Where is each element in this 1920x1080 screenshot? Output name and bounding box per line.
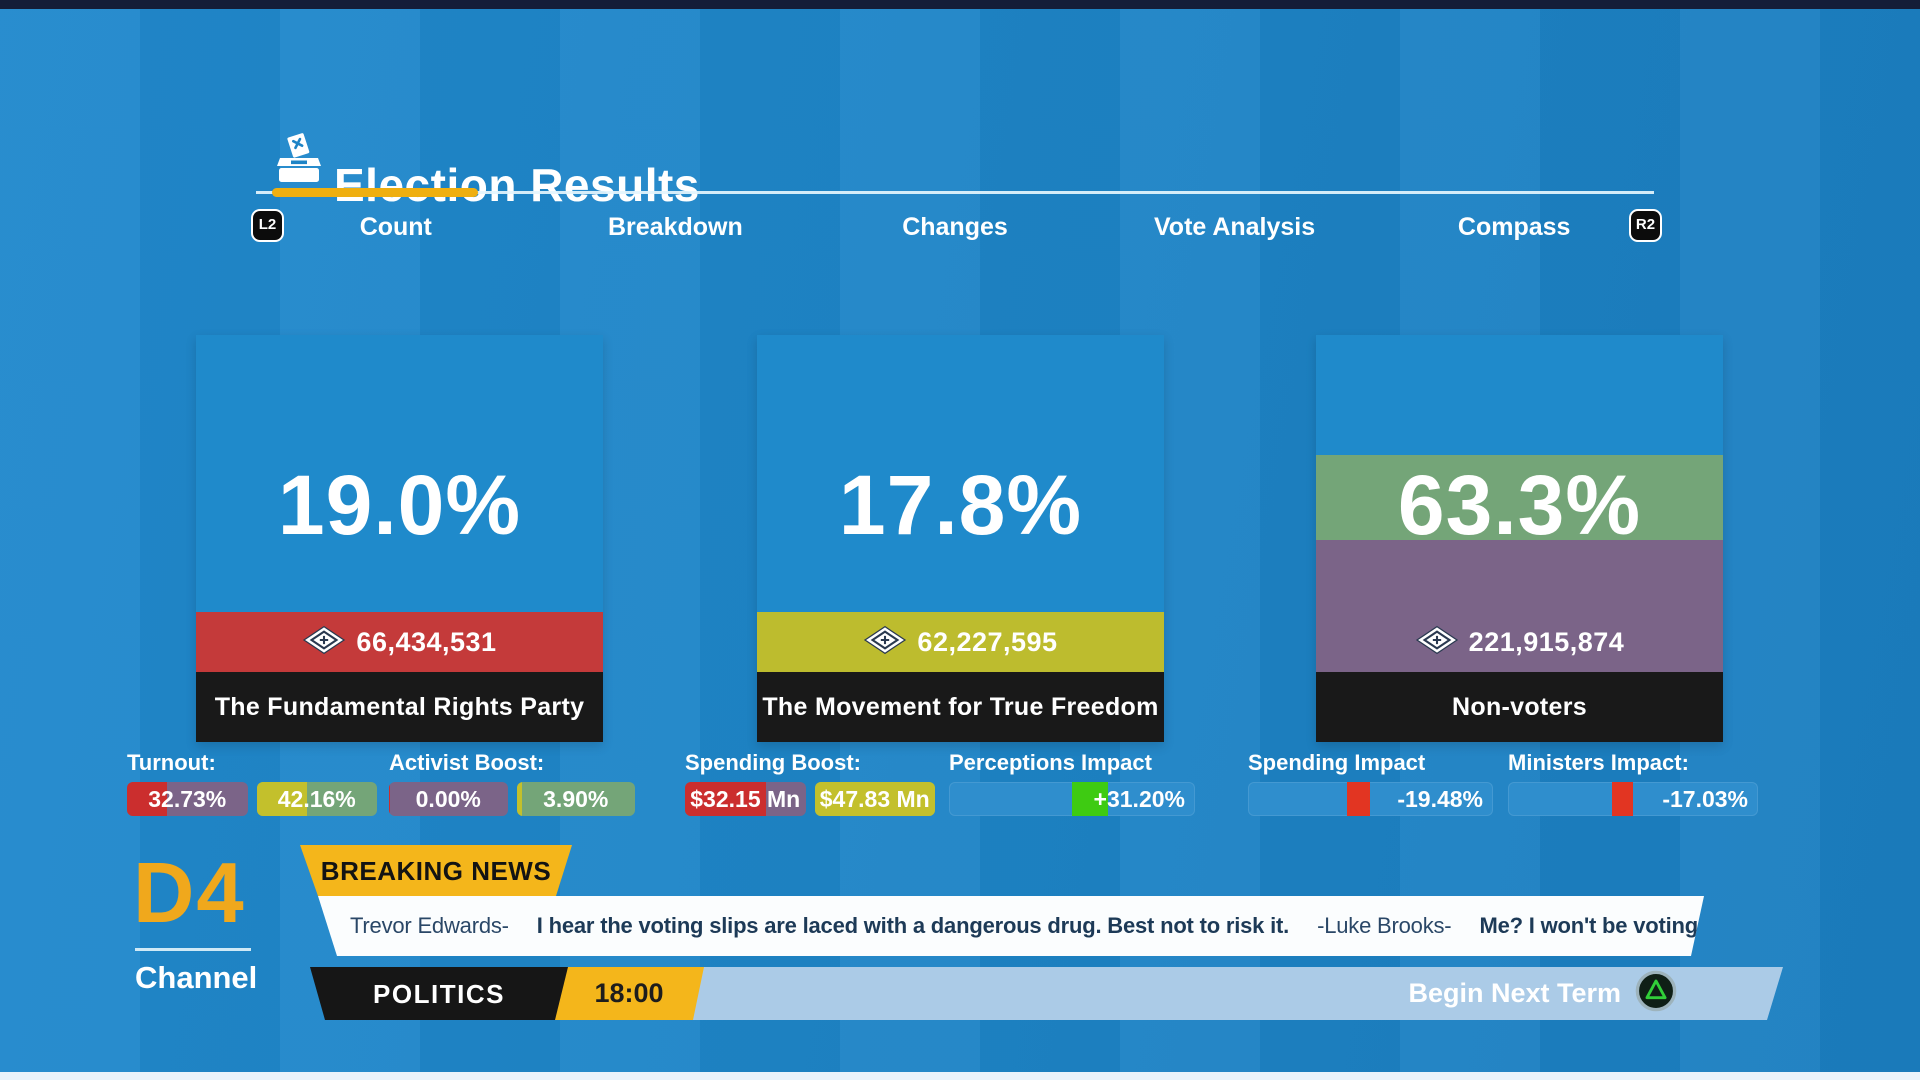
tab-vote-analysis[interactable]: Vote Analysis [1153, 213, 1316, 241]
stat-chip-fill [389, 782, 391, 816]
top-border-strip [0, 0, 1920, 9]
vote-count-bar: 66,434,531 [196, 612, 603, 672]
party-name: The Fundamental Rights Party [196, 672, 603, 742]
stat-chip-value: 32.73% [148, 785, 227, 812]
begin-next-term-label: Begin Next Term [1408, 978, 1621, 1008]
impact-value: -19.48% [1397, 785, 1483, 812]
stat-group-spending-boost: Spending Boost: $32.15 Mn $47.83 Mn [685, 752, 935, 816]
stat-chip: 42.16% [256, 782, 377, 816]
stat-chip-value: 0.00% [415, 785, 481, 812]
impact-bar: -17.03% [1508, 782, 1758, 816]
impact-bar: +31.20% [949, 782, 1195, 816]
channel-label: Channel [135, 960, 258, 995]
tab-changes[interactable]: Changes [902, 213, 1008, 241]
stat-label: Perceptions Impact [949, 750, 1152, 775]
ticker-quote: Me? I won't be voting. [1479, 913, 1704, 938]
impact-bar: -19.48% [1248, 782, 1493, 816]
impact-bar-segment [1347, 782, 1371, 816]
result-card-fundamental-rights: 66,434,531 The Fundamental Rights Party … [196, 335, 603, 742]
card-band-purple [1316, 540, 1723, 672]
vote-count: 221,915,874 [1468, 626, 1625, 657]
card-band-blue [1316, 335, 1723, 455]
bottom-border-strip [0, 1072, 1920, 1080]
vote-count: 66,434,531 [356, 626, 497, 657]
tab-bar: Count Breakdown Changes Vote Analysis Co… [256, 210, 1654, 244]
stat-label: Spending Boost: [685, 750, 861, 775]
news-ticker: Trevor Edwards- I hear the voting slips … [318, 896, 1704, 956]
vote-percent: 19.0% [277, 458, 522, 552]
votes-diamond-icon [1415, 625, 1459, 660]
impact-value: +31.20% [1093, 785, 1185, 812]
channel-logo-underline [135, 948, 251, 951]
card-band-green [1316, 455, 1723, 540]
votes-diamond-icon [302, 625, 346, 660]
time-segment: 18:00 [554, 967, 704, 1020]
stat-chip: 32.73% [127, 782, 248, 816]
tab-compass[interactable]: Compass [1457, 213, 1571, 241]
triangle-button-icon[interactable] [1635, 970, 1677, 1017]
impact-bar-segment [1612, 782, 1633, 816]
shoulder-button-r2[interactable]: R2 [1629, 209, 1662, 242]
stat-chip: 3.90% [516, 782, 635, 816]
page-title: Election Results [334, 158, 700, 211]
impact-value: -17.03% [1662, 785, 1748, 812]
ticker-speaker: Trevor Edwards- [350, 913, 509, 938]
vote-count: 62,227,595 [917, 626, 1058, 657]
vote-count-row: 221,915,874 [1316, 612, 1723, 672]
card-body [757, 335, 1164, 612]
footer-action-bar: Begin Next Term [650, 967, 1783, 1020]
stat-label: Turnout: [127, 750, 216, 775]
stat-chip-fill [685, 782, 766, 816]
breaking-news-banner: BREAKING NEWS [300, 845, 572, 896]
begin-next-term-action[interactable]: Begin Next Term [1408, 970, 1677, 1017]
votes-diamond-icon [863, 625, 907, 660]
stat-label: Ministers Impact: [1508, 750, 1689, 775]
shoulder-button-l2[interactable]: L2 [251, 209, 284, 242]
result-card-non-voters: Non-voters 221,915,874 63.3% [1316, 335, 1723, 742]
card-body [196, 335, 603, 612]
stat-chip: $47.83 Mn [814, 782, 935, 816]
active-tab-indicator [272, 188, 478, 197]
stat-label: Activist Boost: [389, 750, 545, 775]
tab-rail [256, 188, 1654, 197]
tab-breakdown[interactable]: Breakdown [608, 213, 743, 241]
stat-label: Spending Impact [1248, 750, 1426, 775]
stat-group-turnout: Turnout: 32.73% 42.16% [127, 752, 377, 816]
party-name: The Movement for True Freedom [757, 672, 1164, 742]
stat-chip-value: $47.83 Mn [819, 785, 930, 812]
stat-chip-fill [127, 782, 167, 816]
party-name: Non-voters [1316, 672, 1723, 742]
stat-group-activist-boost: Activist Boost: 0.00% 3.90% [389, 752, 635, 816]
tab-count[interactable]: Count [359, 213, 432, 241]
ticker-quote: I hear the voting slips are laced with a… [536, 913, 1290, 938]
ticker-speaker: -Luke Brooks- [1317, 913, 1452, 938]
result-card-true-freedom: 62,227,595 The Movement for True Freedom… [757, 335, 1164, 742]
vote-percent: 63.3% [1397, 458, 1642, 552]
vote-percent: 17.8% [838, 458, 1083, 552]
ballot-box-icon [276, 133, 322, 190]
vote-count-bar: 62,227,595 [757, 612, 1164, 672]
stat-chip-value: $32.15 Mn [690, 785, 801, 812]
stat-group-perceptions-impact: Perceptions Impact +31.20% [949, 752, 1195, 816]
stat-chip: 0.00% [389, 782, 508, 816]
category-segment: POLITICS [310, 967, 568, 1020]
channel-logo: D4 [133, 846, 246, 941]
stat-chip-fill [256, 782, 308, 816]
stat-chip-value: 3.90% [543, 785, 609, 812]
impact-bar-segment [1072, 782, 1108, 816]
stat-group-ministers-impact: Ministers Impact: -17.03% [1508, 752, 1758, 816]
stat-group-spending-impact: Spending Impact -19.48% [1248, 752, 1493, 816]
stat-chip-fill [516, 782, 523, 816]
stat-chip-fill [814, 782, 935, 816]
stat-chip: $32.15 Mn [685, 782, 806, 816]
stat-chip-value: 42.16% [277, 785, 356, 812]
